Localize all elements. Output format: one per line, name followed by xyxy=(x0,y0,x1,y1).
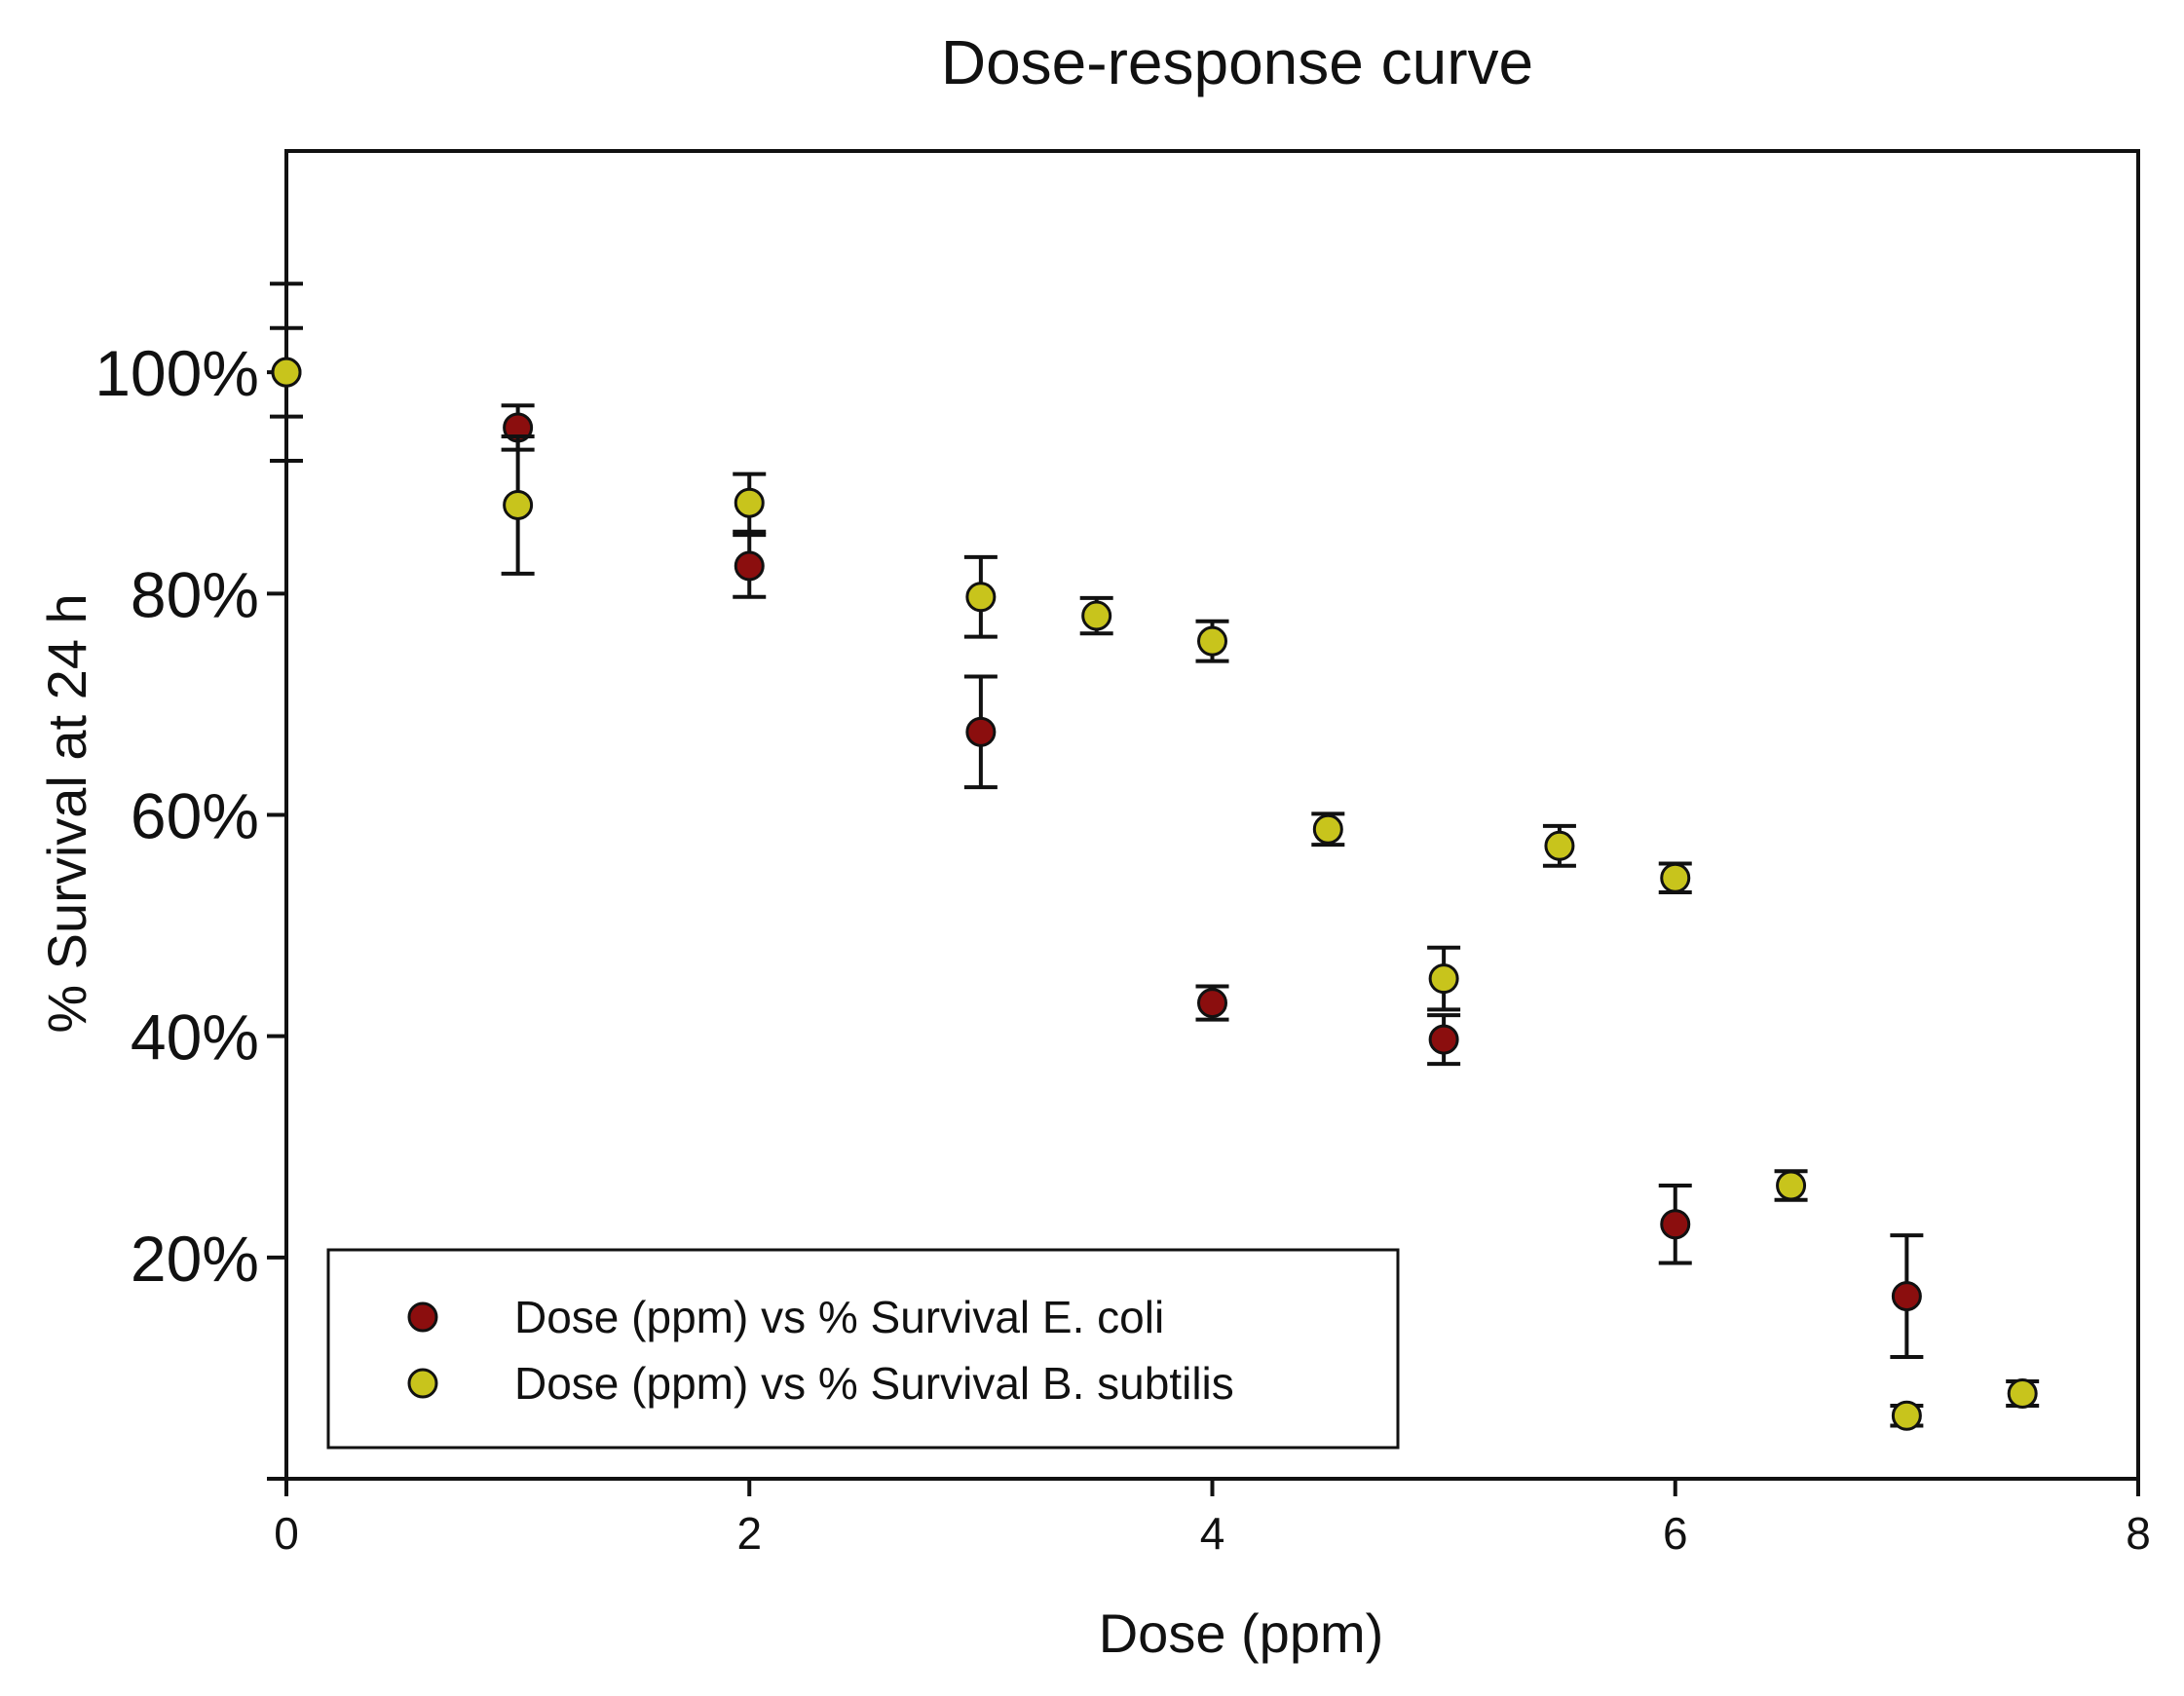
data-point xyxy=(1660,1209,1691,1240)
y-tick-label: 20% xyxy=(131,1223,259,1295)
data-point xyxy=(1197,988,1227,1019)
legend: Dose (ppm) vs % Survival E. coli Dose (p… xyxy=(326,1248,1400,1450)
x-axis-ticks: 0 2 4 6 8 xyxy=(274,1479,2151,1559)
data-point xyxy=(1776,1170,1807,1201)
x-tick-label: 8 xyxy=(2126,1508,2151,1559)
y-axis-ticks: 20% 40% 60% 80% 100% xyxy=(94,337,286,1481)
legend-marker-b-subtilis xyxy=(407,1368,438,1399)
data-point xyxy=(965,716,997,747)
y-axis-label: % Survival at 24 h xyxy=(36,593,97,1033)
chart-title: Dose-response curve xyxy=(941,27,1533,97)
data-point xyxy=(1428,963,1459,995)
x-tick-label: 6 xyxy=(1663,1508,1688,1559)
data-point xyxy=(1428,1024,1459,1055)
series-b-subtilis xyxy=(270,282,2040,1431)
data-point xyxy=(1660,862,1691,893)
x-tick-label: 4 xyxy=(1200,1508,1225,1559)
data-point xyxy=(965,582,997,613)
data-point xyxy=(734,550,765,582)
legend-label-b-subtilis: Dose (ppm) vs % Survival B. subtilis xyxy=(514,1358,1234,1409)
data-point xyxy=(1197,625,1227,657)
y-tick-label: 40% xyxy=(131,1001,259,1074)
x-axis-label: Dose (ppm) xyxy=(1099,1602,1384,1664)
y-tick-label: 60% xyxy=(131,780,259,852)
data-point xyxy=(1891,1400,1922,1431)
x-tick-label: 2 xyxy=(736,1508,762,1559)
data-point xyxy=(2007,1378,2038,1410)
y-tick-label: 100% xyxy=(94,337,259,409)
legend-box xyxy=(326,1248,1400,1450)
y-tick-label: 80% xyxy=(131,558,259,630)
data-series-layer xyxy=(270,282,2040,1431)
x-tick-label: 0 xyxy=(274,1508,299,1559)
legend-label-e-coli: Dose (ppm) vs % Survival E. coli xyxy=(514,1292,1164,1342)
data-point xyxy=(1544,830,1575,861)
data-point xyxy=(503,489,534,520)
data-point xyxy=(1891,1281,1922,1312)
legend-marker-e-coli xyxy=(407,1301,438,1333)
data-point xyxy=(1312,813,1343,845)
data-point xyxy=(1081,600,1112,631)
data-point xyxy=(734,487,765,518)
data-point xyxy=(271,357,302,388)
